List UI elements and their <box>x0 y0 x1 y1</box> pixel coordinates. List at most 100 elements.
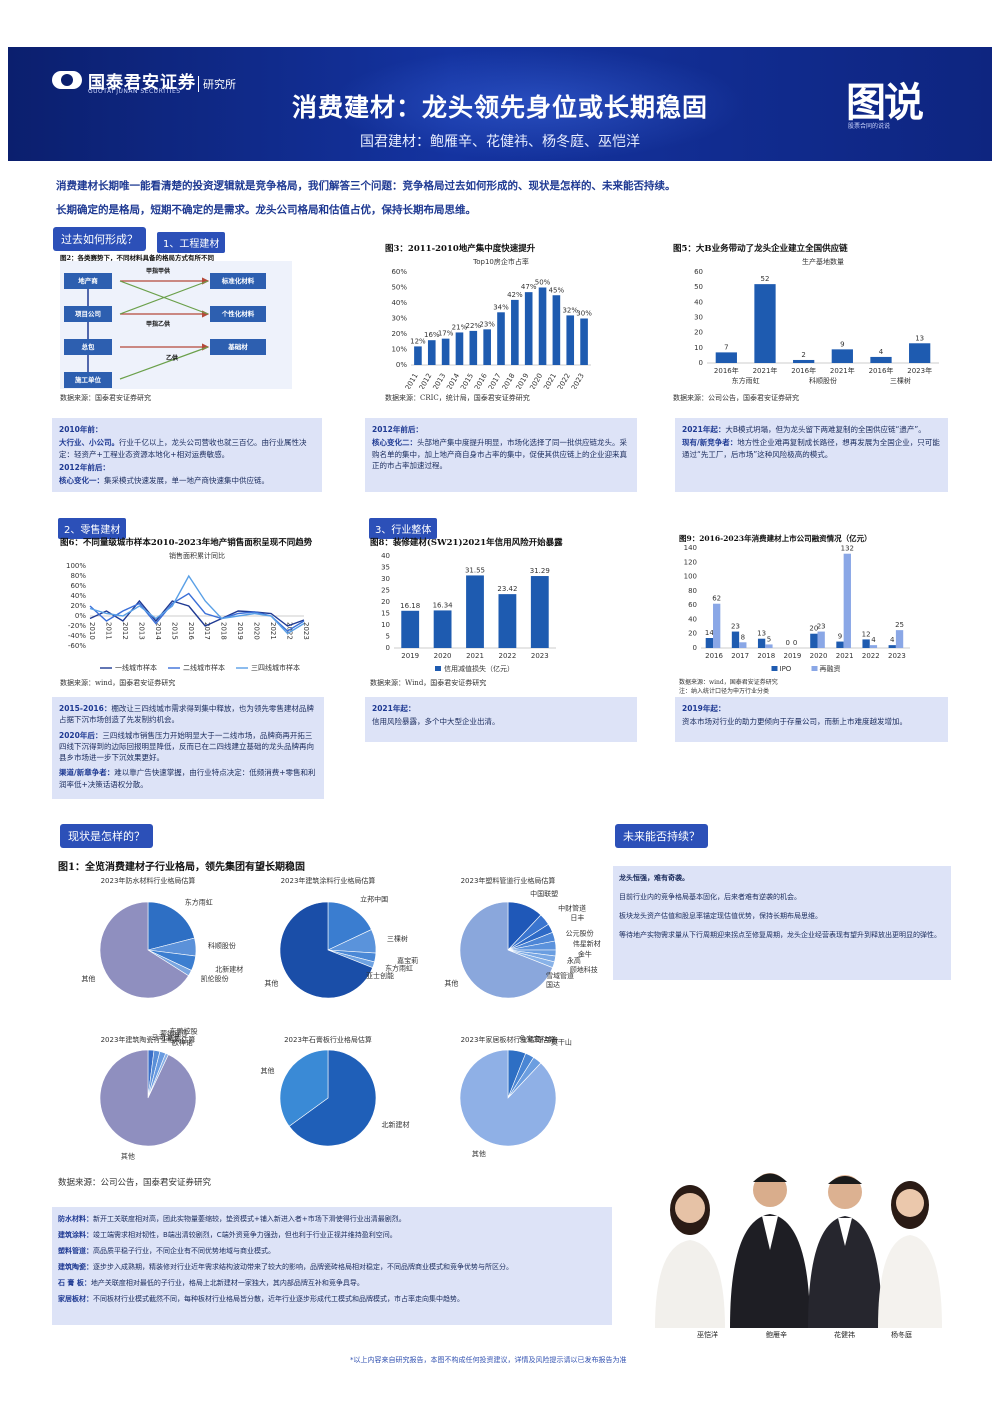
legend-label: IPO <box>780 665 792 673</box>
bar <box>497 312 505 365</box>
flow-box-custom-material: 个性化材料 <box>210 306 266 322</box>
bar <box>498 594 517 648</box>
data-label: 2 <box>801 351 805 359</box>
x-tick-label: 2023年 <box>907 366 932 375</box>
group-label: 三棵树 <box>890 376 911 385</box>
data-label: 25 <box>895 621 904 629</box>
data-label: 16% <box>424 331 440 339</box>
bar <box>895 630 904 648</box>
pie-label: 立邦中国 <box>360 894 388 903</box>
data-label: 17% <box>438 330 454 338</box>
pie-label: 兔宝宝 <box>519 1034 540 1043</box>
note6-heading: 2019年起： <box>682 704 726 713</box>
pie-label: 公元股份 <box>566 928 594 937</box>
bar <box>836 641 844 648</box>
group-label: 科顺股份 <box>809 376 837 385</box>
data-label: 4 <box>879 348 884 356</box>
flow-box-developer: 地产商 <box>64 273 112 289</box>
pie-slice <box>99 1049 197 1147</box>
note-box-1: 2010年前： 大行业、小公司。行业千亿以上，龙头公司营收也就三百亿。由行业属性… <box>52 418 322 492</box>
flow-label-3: 乙供 <box>166 355 179 362</box>
pie-label: 凯伦股份 <box>201 974 229 983</box>
pie-label: 北新建材 <box>215 965 243 974</box>
legend-label: 再融资 <box>820 664 841 673</box>
future-box: 龙头恒强，难有奇袭。 目前行业内的竞争格局基本固化，后来者难有逆袭的机会。 板块… <box>613 866 951 980</box>
bar <box>870 356 892 363</box>
subsection-retail: 2、零售建材 <box>58 518 127 539</box>
bar <box>580 318 588 365</box>
logo-subtext: GUOTAI JUNAN SECURITIES <box>88 88 181 95</box>
y-tick-label: 100% <box>66 562 86 570</box>
bar <box>869 645 878 648</box>
bar <box>862 639 870 648</box>
data-label: 42% <box>507 291 523 299</box>
x-tick-label: 2019 <box>236 622 244 640</box>
y-tick-label: -40% <box>68 632 86 640</box>
bar <box>810 633 818 648</box>
y-tick-label: 100 <box>684 573 697 581</box>
pie-title: 2023年建筑涂料行业格局估算 <box>281 876 376 885</box>
legend-swatch <box>435 666 441 671</box>
note1-heading: 2010年前： <box>59 425 103 434</box>
data-label: 16.34 <box>433 601 454 609</box>
y-tick-label: 25 <box>381 587 390 595</box>
fig2-diagram: 地产商 项目公司 总包 施工单位 标准化材料 个性化材料 基础材 甲指甲供 甲指… <box>60 261 292 389</box>
note1-key: 大行业、小公司。 <box>59 438 119 448</box>
note2-text: 头部地产集中度提升明显，市场化选择了同一批供应链龙头。采购名单的集中，加上地产商… <box>372 438 627 470</box>
x-tick-label: 2016 <box>705 652 723 660</box>
pie-label: 东方雨虹 <box>385 964 413 973</box>
note1-text: 行业千亿以上，龙头公司营收也就三百亿。由行业属性决定：轻资产+工程业态资源本地化… <box>59 438 307 459</box>
note-box-6: 2019年起： 资本市场对行业的助力更倾向于存量公司，而新上市难度越发增加。 <box>675 697 948 742</box>
fig5-source: 数据来源：公司公告，国泰君安证券研究 <box>673 394 799 402</box>
x-tick-label: 2017 <box>203 622 211 640</box>
y-tick-label: 50% <box>391 284 407 292</box>
y-tick-label: 60 <box>694 268 703 276</box>
bar <box>466 575 484 648</box>
analyst-name-1: 巫恺洋 <box>697 1331 718 1339</box>
y-tick-label: 35 <box>381 564 390 572</box>
note2-heading: 2012年前后： <box>372 425 423 434</box>
y-tick-label: 40 <box>694 298 703 306</box>
person-4 <box>878 1181 942 1328</box>
analyst-name-2: 鲍雁辛 <box>766 1331 787 1339</box>
data-label: 8 <box>741 633 745 641</box>
note1-key-2: 核心变化一： <box>59 476 104 485</box>
pie-slice <box>279 901 374 999</box>
list-item: 塑料管道：高品质平稳子行业，不同企业有不同优势地域与商业模式。 <box>58 1247 275 1255</box>
pie-label: 东方雨虹 <box>185 898 213 907</box>
bar <box>757 638 766 648</box>
note4-heading-3: 渠道/新章争者： <box>59 768 115 778</box>
x-tick-label: 2013 <box>137 622 145 640</box>
x-tick-label: 2015 <box>170 622 178 640</box>
bar <box>427 340 436 365</box>
bar <box>433 610 452 648</box>
note2-key: 核心变化二： <box>372 438 417 448</box>
x-tick-label: 2018 <box>220 622 228 640</box>
x-tick-label: 2020 <box>810 652 828 660</box>
y-tick-label: 10 <box>694 344 703 352</box>
pie-label: 其他 <box>472 1149 486 1158</box>
pie-label: 金牛 <box>578 949 592 958</box>
x-tick-label: 2023 <box>570 372 586 389</box>
bar <box>441 338 450 365</box>
list-item: 石 膏 板：地产关联度相对最低的子行业，格局上北新建材一家独大，其内部品牌互补和… <box>58 1279 364 1287</box>
data-label: 23% <box>479 320 495 328</box>
series-line <box>89 574 305 635</box>
analyst-name-3: 花健祎 <box>834 1331 855 1339</box>
bar <box>817 631 825 648</box>
y-tick-label: 0% <box>75 612 86 620</box>
note4-heading-2: 2020年后： <box>59 730 103 740</box>
fig8-source: 数据来源：Wind，国泰君安证券研究 <box>370 679 487 687</box>
x-tick-label: 2016 <box>187 622 195 640</box>
subsection-engineering: 1、工程建材 <box>157 232 226 253</box>
note3-heading-2: 现有/新竞争者： <box>682 438 738 448</box>
x-tick-label: 2011 <box>104 622 112 640</box>
x-tick-label: 2020 <box>253 622 261 640</box>
pie-annotation: 亚士创能 <box>366 971 394 980</box>
flow-box-project-company: 项目公司 <box>64 306 112 322</box>
bar <box>524 292 533 365</box>
x-tick-label: 2022 <box>862 652 880 660</box>
x-tick-label: 2010 <box>88 622 96 640</box>
pie-slice <box>99 901 189 999</box>
pie-label: 东鹏控股 <box>170 1026 198 1035</box>
